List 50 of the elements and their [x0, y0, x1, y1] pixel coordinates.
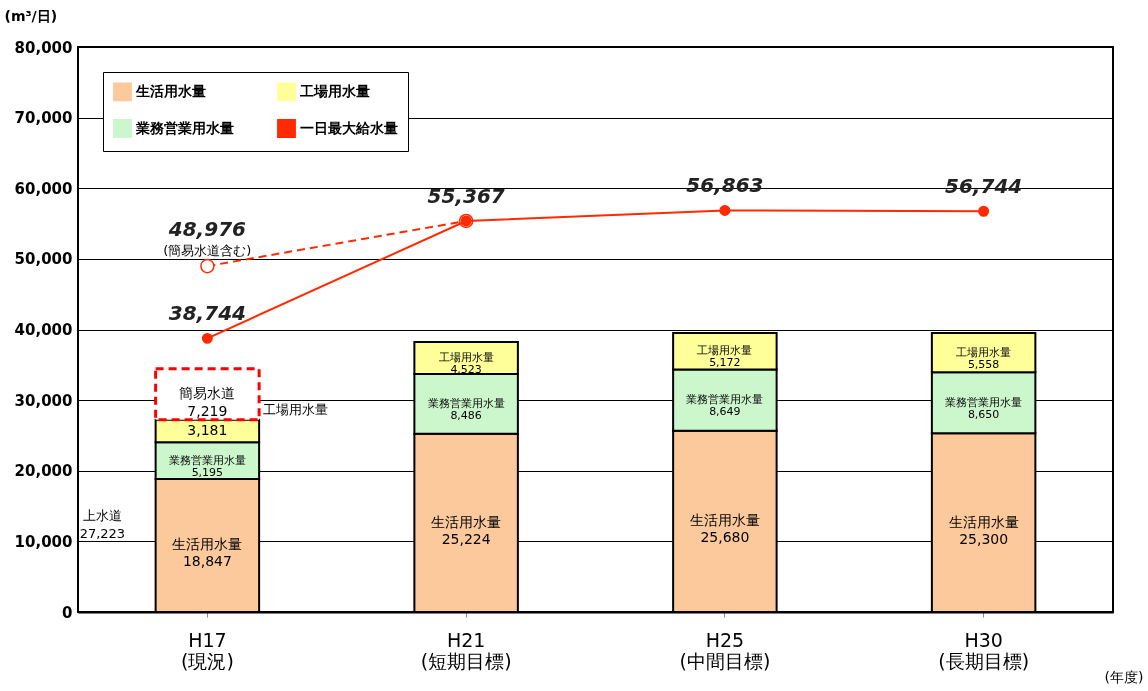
y-tick-label: 30,000: [14, 391, 73, 410]
text: 業務営業用水量: [686, 393, 764, 407]
y-tick-label: 40,000: [14, 321, 73, 339]
data-label: 25,224: [441, 530, 491, 547]
y-tick-label: 80,000: [14, 38, 73, 57]
y-tick-label: 10,000: [14, 532, 73, 551]
data-label: 48,976: [167, 217, 247, 242]
data-label: 25,680: [700, 529, 750, 546]
data-label: 55,367: [427, 183, 505, 208]
annotation: 上水道 27,223: [79, 507, 126, 541]
y-axis-title: (m³/日): [4, 7, 58, 24]
series-label: 簡易水道: [179, 385, 236, 402]
y-tick-label: 20,000: [14, 462, 73, 481]
data-label: 18,847: [182, 553, 232, 570]
text: 生活用水量: [172, 536, 243, 553]
data-label: 25,300: [959, 530, 1009, 547]
text: 生活用水量: [431, 513, 502, 530]
text: 工場用水量: [263, 401, 329, 417]
data-label: 4,523: [450, 362, 482, 376]
legend-label: 工場用水量: [299, 82, 370, 99]
data-label: 3,181: [187, 421, 228, 438]
y-tick-label: 50,000: [14, 250, 73, 269]
data-label: 5,195: [191, 465, 224, 479]
text: 業務営業用水量: [427, 396, 505, 410]
text: 工場用水量: [956, 345, 1012, 359]
text: 生活用水量: [948, 513, 1019, 530]
legend-label: 一日最大給水量: [300, 119, 398, 136]
data-label: 5,172: [709, 356, 741, 370]
x-axis-title: (年度): [1104, 668, 1144, 685]
legend-label: 業務営業用水量: [135, 119, 234, 136]
legend-label: 生活用水量: [135, 82, 206, 99]
data-label: 8,649: [709, 405, 741, 419]
text: 生活用水量: [689, 512, 760, 529]
x-tick-label: H30 (長期目標): [938, 628, 1030, 672]
data-label: 38,744: [168, 301, 246, 326]
data-label: 7,219: [187, 403, 228, 420]
x-tick-label: H25 (中間目標): [679, 628, 771, 672]
text: 業務営業用水量: [945, 395, 1023, 409]
text: 業務営業用水量: [168, 453, 246, 467]
text: 工場用水量: [438, 350, 494, 364]
x-tick-label: H21 (短期目標): [420, 628, 512, 672]
x-tick-label: H17 (現況): [180, 628, 234, 672]
y-tick-label: 60,000: [14, 179, 73, 198]
data-label: 8,650: [967, 407, 1000, 421]
y-tick-label: 70,000: [14, 109, 73, 128]
y-tick-label: 0: [62, 603, 73, 622]
data-label: 8,486: [450, 408, 482, 422]
annotation: (簡易水道含む): [163, 243, 252, 259]
text: 工場用水量: [697, 344, 753, 358]
data-label: 5,558: [967, 357, 1000, 371]
